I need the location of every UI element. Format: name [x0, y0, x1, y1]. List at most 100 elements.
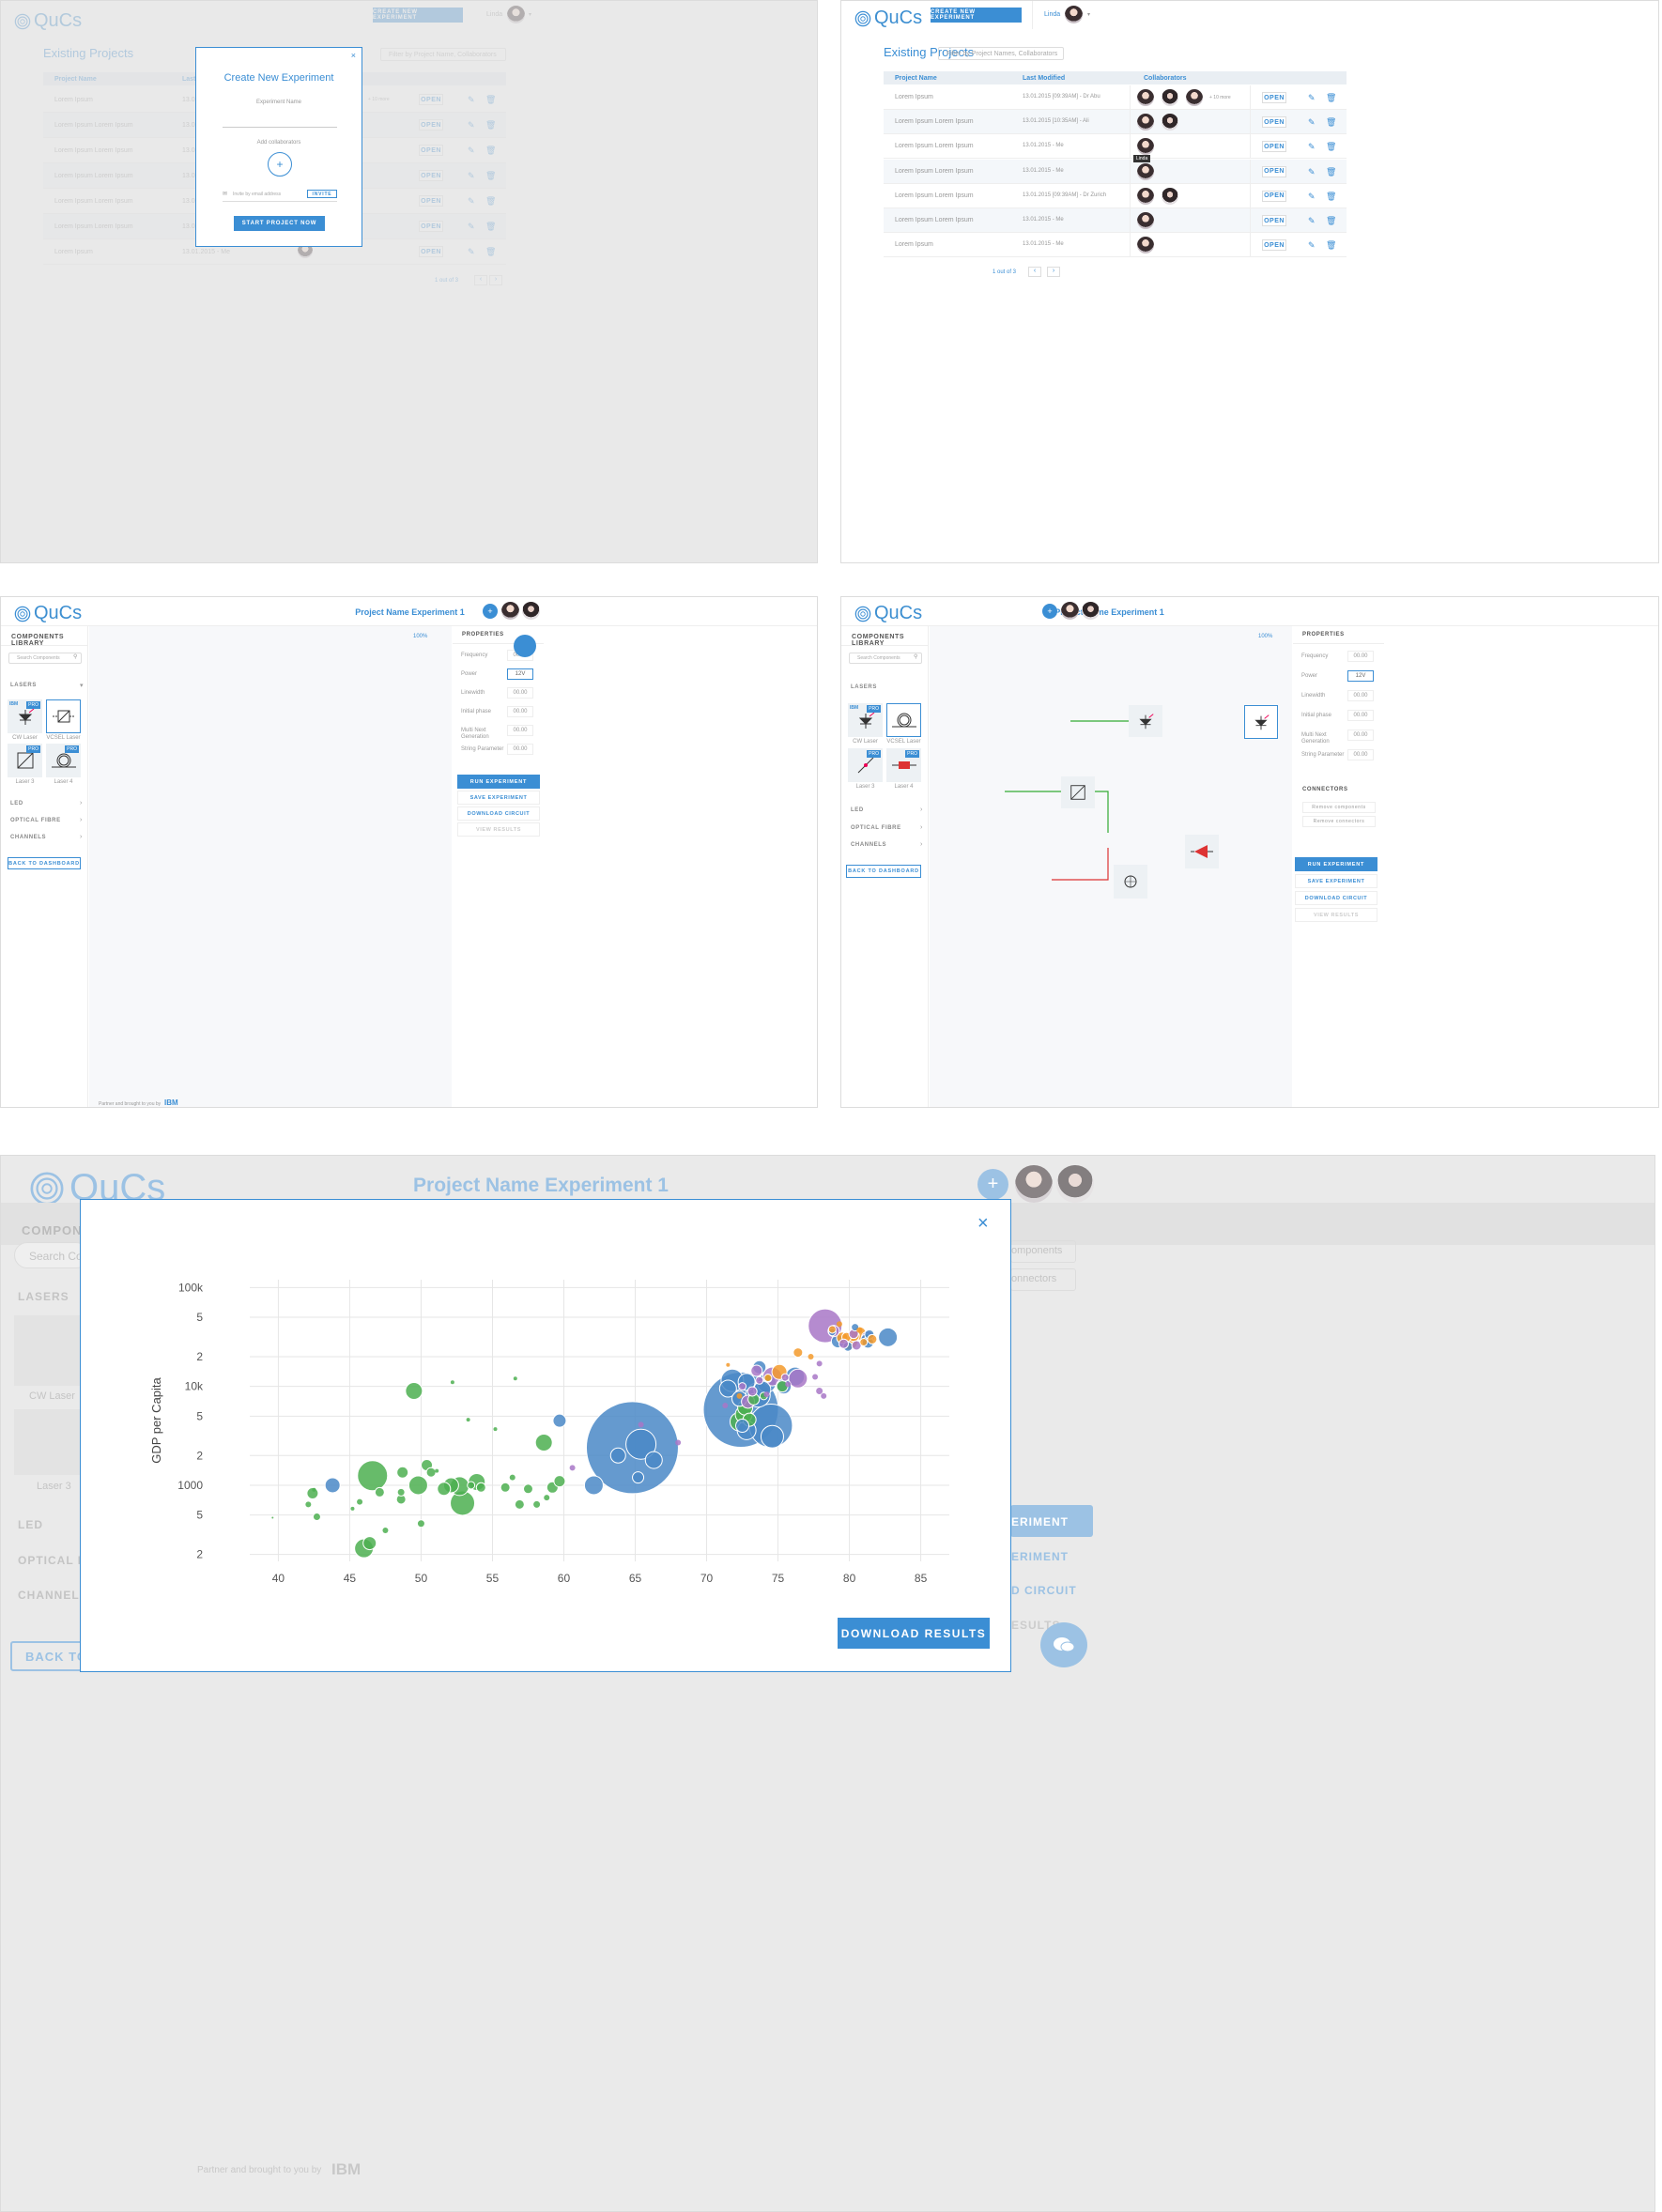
edit-icon[interactable]: ✎: [1308, 191, 1316, 201]
table-row[interactable]: Lorem Ipsum Lorem Ipsum 13.01.2015 - Me …: [884, 208, 1347, 233]
search-input[interactable]: Search Components: [8, 653, 82, 664]
zoom-level[interactable]: 100%: [413, 634, 428, 639]
collaborator-avatar[interactable]: [1186, 89, 1203, 106]
bg-category-lasers[interactable]: LASERS: [18, 1290, 69, 1303]
bg-run-button[interactable]: [1010, 1505, 1093, 1537]
chevron-right-icon[interactable]: ›: [920, 841, 923, 848]
back-to-dashboard-button[interactable]: BACK TO DASHBOARD: [8, 857, 81, 869]
property-input[interactable]: 12V: [507, 668, 533, 680]
download-circuit-button[interactable]: DOWNLOAD CIRCUIT: [1295, 891, 1377, 905]
bg-category-led[interactable]: LED: [18, 1518, 43, 1531]
remove-components-button[interactable]: Remove components: [1302, 802, 1376, 813]
category-led[interactable]: LED: [10, 801, 23, 806]
open-button[interactable]: OPEN: [1262, 165, 1286, 177]
component-laser-3[interactable]: PRO: [848, 748, 883, 782]
property-input[interactable]: 00.00: [1347, 651, 1374, 662]
edit-icon[interactable]: ✎: [1308, 216, 1316, 225]
trash-icon[interactable]: 🗑: [1326, 240, 1337, 251]
collaborator-avatar[interactable]: [1137, 89, 1154, 106]
edit-icon[interactable]: ✎: [1308, 93, 1316, 102]
user-avatar[interactable]: [1065, 6, 1083, 23]
collaborator-avatar[interactable]: [1137, 138, 1154, 156]
table-row[interactable]: Lorem Ipsum Lorem Ipsum 13.01.2015 [09:3…: [884, 183, 1347, 208]
edit-icon[interactable]: ✎: [1308, 117, 1316, 128]
component-amplifier-node[interactable]: [1185, 835, 1219, 868]
prev-page-button[interactable]: ‹: [1028, 267, 1041, 277]
collaborator-avatar[interactable]: [1082, 602, 1100, 620]
open-button[interactable]: OPEN: [1262, 215, 1286, 226]
component-detector-node[interactable]: [1114, 865, 1147, 899]
collaborator-avatar[interactable]: [1015, 1165, 1053, 1203]
chat-button[interactable]: [1040, 1622, 1087, 1667]
collaborator-avatar[interactable]: [1137, 212, 1154, 229]
property-input[interactable]: 00.00: [1347, 749, 1374, 760]
chevron-down-icon[interactable]: ▾: [1087, 12, 1091, 18]
remove-connectors-button[interactable]: Remove connectors: [1302, 816, 1376, 827]
property-input[interactable]: 00.00: [507, 744, 533, 755]
view-results-button[interactable]: VIEW RESULTS: [457, 822, 540, 837]
qucs-logo[interactable]: QuCs: [854, 603, 922, 624]
zoom-level[interactable]: 100%: [1258, 634, 1273, 639]
chevron-right-icon[interactable]: ›: [80, 800, 83, 806]
experiment-name-input[interactable]: [223, 127, 337, 128]
chevron-right-icon[interactable]: ›: [80, 817, 83, 823]
open-button[interactable]: OPEN: [1262, 239, 1286, 252]
canvas[interactable]: 100% Partner and brought to you by IBM: [89, 626, 452, 1107]
view-results-button[interactable]: VIEW RESULTS: [1295, 908, 1377, 922]
category-led[interactable]: LED: [851, 807, 864, 813]
trash-icon[interactable]: 🗑: [1326, 216, 1337, 225]
run-experiment-button[interactable]: RUN EXPERIMENT: [457, 775, 540, 789]
bg-tile-laser3[interactable]: [14, 1409, 82, 1475]
component-vcsel-laser[interactable]: [886, 703, 921, 737]
add-collaborator-button[interactable]: +: [977, 1169, 1008, 1200]
property-input[interactable]: 00.00: [507, 687, 533, 699]
collaborator-avatar[interactable]: [1056, 1165, 1094, 1203]
category-lasers[interactable]: LASERS: [10, 683, 37, 688]
table-row[interactable]: Lorem Ipsum 13.01.2015 [09:39AM] - Dr Ab…: [884, 85, 1347, 110]
component-laser-node[interactable]: [1129, 705, 1162, 737]
add-collaborator-button[interactable]: +: [483, 604, 498, 619]
component-modulator-node[interactable]: [1061, 776, 1095, 808]
category-optical-fibre[interactable]: OPTICAL FIBRE: [10, 818, 61, 823]
trash-icon[interactable]: 🗑: [1326, 142, 1337, 152]
collaborator-avatar[interactable]: [1137, 237, 1154, 254]
trash-icon[interactable]: 🗑: [1326, 191, 1337, 201]
bg-tile-cw[interactable]: [14, 1315, 82, 1386]
bg-category-fibre[interactable]: OPTICAL FI: [18, 1554, 90, 1567]
property-input[interactable]: 00.00: [1347, 690, 1374, 701]
collaborator-avatar[interactable]: [501, 602, 519, 620]
component-laser-3[interactable]: PRO: [8, 744, 42, 777]
search-input[interactable]: Search Components: [849, 653, 922, 664]
open-button[interactable]: OPEN: [1262, 190, 1286, 202]
table-row[interactable]: Lorem Ipsum Lorem Ipsum 13.01.2015 - Me …: [884, 159, 1347, 184]
qucs-logo[interactable]: QuCs: [854, 8, 922, 29]
save-experiment-button[interactable]: SAVE EXPERIMENT: [1295, 874, 1377, 888]
create-experiment-button[interactable]: CREATE NEW EXPERIMENT: [931, 8, 1022, 23]
property-input[interactable]: 00.00: [507, 725, 533, 736]
back-to-dashboard-button[interactable]: BACK TO DASHBOARD: [846, 865, 921, 878]
run-experiment-button[interactable]: RUN EXPERIMENT: [1295, 857, 1377, 871]
canvas[interactable]: 100%: [930, 626, 1292, 1107]
chat-button[interactable]: [514, 635, 536, 657]
open-button[interactable]: OPEN: [1262, 141, 1286, 153]
category-channels[interactable]: CHANNELS: [10, 835, 47, 840]
collaborator-avatar[interactable]: [1162, 114, 1178, 131]
edit-icon[interactable]: ✎: [1308, 240, 1316, 251]
next-page-button[interactable]: ›: [1047, 267, 1060, 277]
bg-search-input[interactable]: [14, 1242, 89, 1268]
property-input[interactable]: 00.00: [507, 706, 533, 717]
collaborator-avatar[interactable]: [1137, 114, 1154, 131]
component-laser-4[interactable]: PRO: [886, 748, 921, 782]
trash-icon[interactable]: 🗑: [1326, 117, 1337, 128]
save-experiment-button[interactable]: SAVE EXPERIMENT: [457, 791, 540, 805]
bg-category-channels[interactable]: CHANNELS: [18, 1589, 88, 1602]
invite-button[interactable]: INVITE: [307, 190, 337, 198]
invite-email-input[interactable]: Invite by email address: [233, 192, 282, 197]
category-optical-fibre[interactable]: OPTICAL FIBRE: [851, 825, 901, 831]
component-cw-laser[interactable]: IBM PRO: [8, 699, 42, 733]
chevron-right-icon[interactable]: ›: [920, 824, 923, 831]
component-laser-node-selected[interactable]: [1244, 705, 1278, 739]
table-row[interactable]: Lorem Ipsum Lorem Ipsum 13.01.2015 - Me …: [884, 134, 1347, 160]
collaborator-avatar[interactable]: [522, 602, 540, 620]
category-lasers[interactable]: LASERS: [851, 684, 877, 690]
